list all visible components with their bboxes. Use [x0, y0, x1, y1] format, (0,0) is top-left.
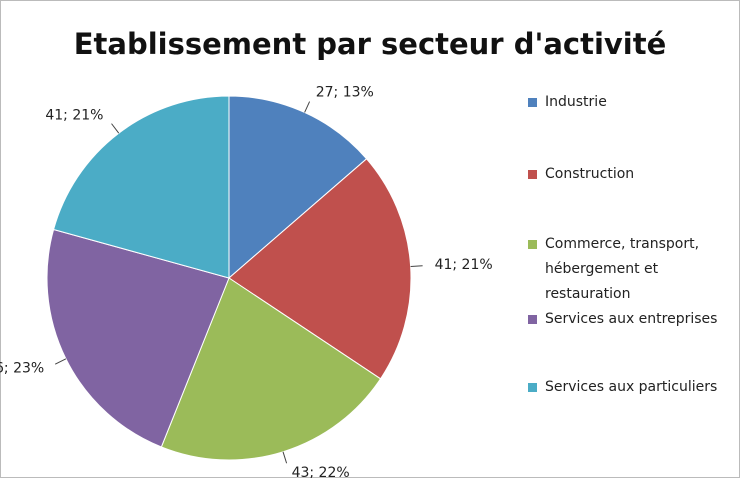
data-label: 46; 23%	[0, 361, 44, 377]
pie-slice	[52, 95, 230, 279]
pie-slice	[160, 277, 382, 461]
leader-line	[410, 265, 423, 267]
legend-label: Industrie	[545, 94, 607, 110]
leader-line	[111, 123, 120, 134]
legend-swatch	[528, 98, 537, 107]
data-label: 41; 21%	[435, 257, 493, 273]
pie-slice	[228, 158, 412, 380]
leader-line	[282, 451, 288, 464]
legend-item: Industrie	[528, 90, 733, 115]
chart-title: Etablissement par secteur d'activité	[74, 27, 667, 61]
legend-swatch	[528, 170, 537, 179]
legend-label: Services aux particuliers	[545, 379, 718, 395]
leader-line	[304, 101, 311, 113]
legend-item: Services aux particuliers	[528, 375, 733, 400]
legend-swatch	[528, 383, 537, 392]
pie-slice	[228, 95, 368, 280]
legend-item: Commerce, transport, hébergement et rest…	[528, 232, 733, 307]
legend-item: Construction	[528, 162, 733, 187]
legend-swatch	[528, 240, 537, 249]
data-label: 27; 13%	[316, 84, 374, 100]
data-label: 43; 22%	[292, 465, 350, 478]
data-label: 41; 21%	[45, 108, 103, 124]
leader-line	[54, 358, 67, 365]
legend-swatch	[528, 315, 537, 324]
legend-label: Services aux entreprises	[545, 311, 718, 327]
legend-label: Commerce, transport, hébergement et rest…	[545, 236, 700, 302]
legend-item: Services aux entreprises	[528, 307, 733, 332]
legend-label: Construction	[545, 166, 635, 182]
